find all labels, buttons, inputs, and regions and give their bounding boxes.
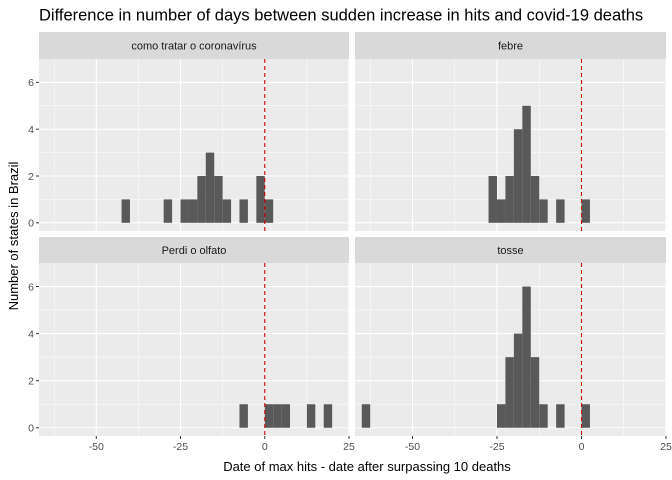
chart-title: Difference in number of days between sud… bbox=[39, 7, 643, 25]
histogram-bar bbox=[539, 199, 548, 223]
facet-strip-label: como tratar o coronavírus bbox=[131, 41, 257, 53]
x-axis-title: Date of max hits - date after surpassing… bbox=[223, 459, 511, 474]
y-tick-label: 6 bbox=[28, 77, 34, 89]
histogram-bar bbox=[513, 129, 523, 223]
histogram-bar bbox=[281, 404, 291, 428]
facet-strip-label: Perdi o olfato bbox=[162, 245, 227, 257]
histogram-bar bbox=[581, 404, 590, 428]
x-tick-label: 0 bbox=[579, 441, 585, 453]
histogram-bar bbox=[214, 176, 223, 223]
histogram-bar bbox=[522, 105, 531, 223]
histogram-bar bbox=[180, 199, 189, 223]
x-tick-label: -25 bbox=[489, 441, 504, 453]
histogram-bar bbox=[273, 404, 282, 428]
facet-strip bbox=[39, 32, 349, 59]
histogram-bar bbox=[264, 404, 274, 428]
x-tick-label: 0 bbox=[262, 441, 268, 453]
histogram-bar bbox=[222, 199, 232, 223]
x-tick-label: -25 bbox=[173, 441, 188, 453]
histogram-bar bbox=[556, 404, 565, 428]
histogram-bar bbox=[239, 199, 248, 223]
histogram-bar bbox=[581, 199, 590, 223]
facet-panels: como tratar o coronavírus 0 2 4 6 febre Perdi … bbox=[28, 32, 672, 453]
facet-panel: febre bbox=[355, 32, 667, 231]
histogram-bar bbox=[522, 286, 531, 428]
x-tick-label: -50 bbox=[89, 441, 104, 453]
histogram-bar bbox=[496, 404, 506, 428]
histogram-bar bbox=[505, 176, 514, 223]
histogram-bar bbox=[556, 199, 565, 223]
histogram-bar bbox=[323, 404, 333, 428]
y-tick-label: 2 bbox=[28, 375, 34, 387]
histogram-bar bbox=[163, 199, 173, 223]
histogram-bar bbox=[496, 199, 506, 223]
facet-panel: como tratar o coronavírus 0 2 4 6 bbox=[28, 32, 350, 231]
histogram-bar bbox=[488, 176, 497, 223]
x-tick-label: -50 bbox=[405, 441, 420, 453]
y-tick-label: 2 bbox=[28, 171, 34, 183]
histogram-bar bbox=[256, 176, 265, 223]
y-axis-title: Number of states in Brazil bbox=[6, 161, 21, 310]
y-tick-label: 4 bbox=[28, 328, 34, 340]
histogram-bar bbox=[530, 176, 540, 223]
panel-background bbox=[39, 263, 349, 436]
histogram-bar bbox=[539, 404, 548, 428]
y-tick-label: 6 bbox=[28, 281, 34, 293]
histogram-bar bbox=[197, 176, 206, 223]
y-tick-label: 4 bbox=[28, 124, 34, 136]
x-tick-label: 25 bbox=[343, 441, 355, 453]
facet-panel: Perdi o olfato 0 2 4 6 -50 -25 0 25 bbox=[28, 237, 355, 453]
histogram-bar bbox=[530, 357, 540, 428]
histogram-bar bbox=[513, 333, 523, 428]
facet-strip bbox=[39, 237, 349, 263]
facet-strip bbox=[355, 237, 666, 263]
histogram-bar bbox=[505, 357, 514, 428]
histogram-bar bbox=[361, 404, 371, 428]
histogram-bar bbox=[239, 404, 248, 428]
histogram-bar bbox=[121, 199, 130, 223]
x-tick-label: 25 bbox=[660, 441, 672, 453]
facet-strip bbox=[355, 32, 666, 59]
histogram-bar bbox=[205, 152, 215, 223]
facet-strip-label: tosse bbox=[497, 245, 523, 257]
histogram-bar bbox=[264, 199, 274, 223]
histogram-bar bbox=[306, 404, 316, 428]
facet-strip-label: febre bbox=[498, 41, 523, 53]
facet-panel: tosse -50 -25 0 25 bbox=[355, 237, 672, 453]
histogram-bar bbox=[188, 199, 198, 223]
y-tick-label: 0 bbox=[28, 218, 34, 230]
y-tick-label: 0 bbox=[28, 423, 34, 435]
